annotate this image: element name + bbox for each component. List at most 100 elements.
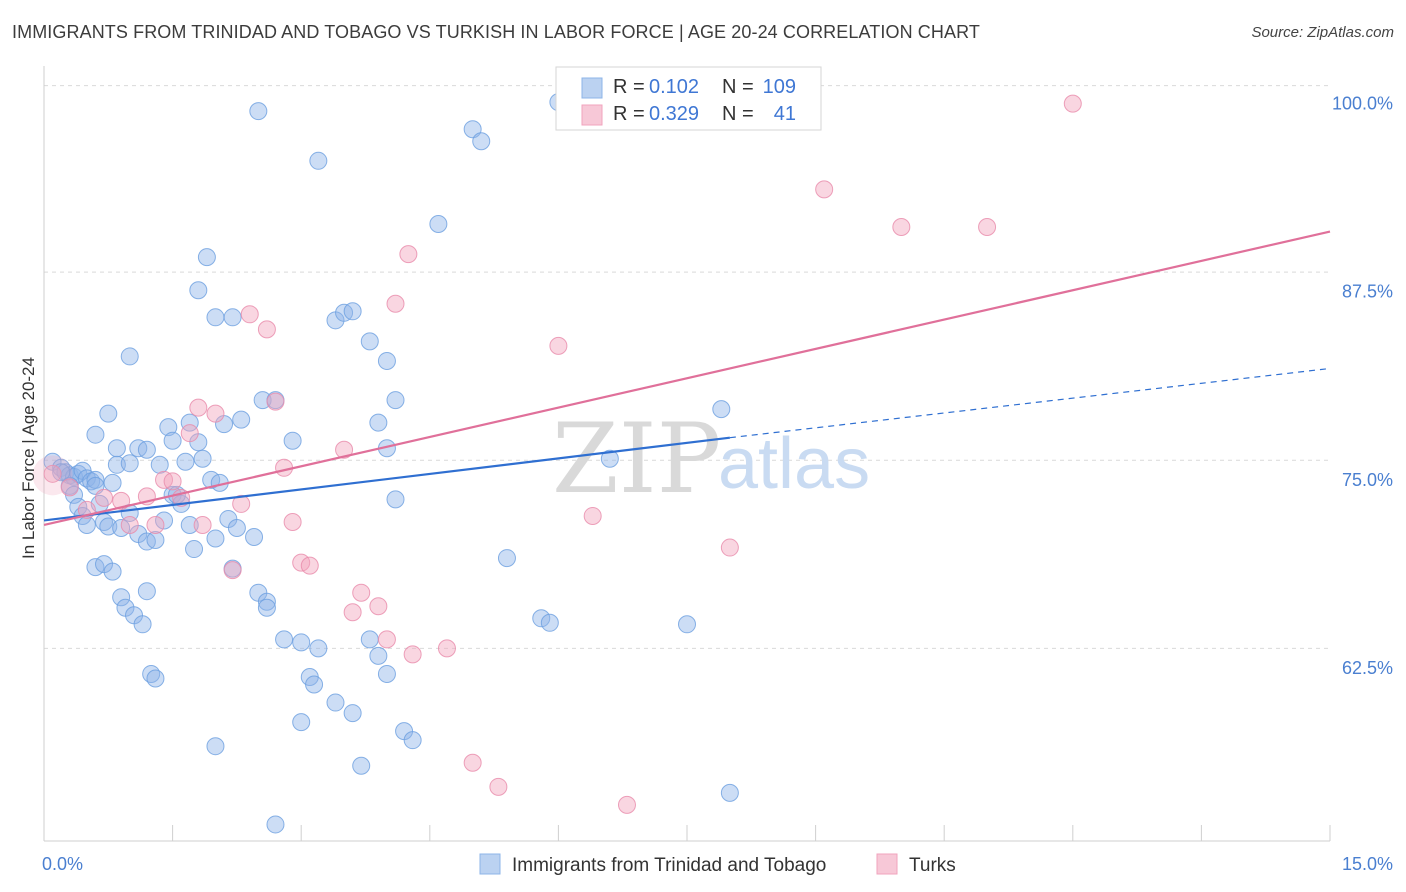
x-tick-label: 15.0% (1342, 854, 1393, 874)
stats-n-label: N = (722, 76, 754, 98)
point-trinidad (343, 704, 362, 723)
point-trinidad (497, 549, 516, 568)
point-trinidad (386, 490, 405, 509)
point-turks (43, 464, 62, 483)
point-trinidad (309, 151, 328, 170)
source-label: Source: ZipAtlas.com (1251, 24, 1394, 41)
point-trinidad (403, 731, 422, 750)
point-trinidad (253, 391, 272, 410)
point-turks (343, 603, 362, 622)
point-trinidad (206, 529, 225, 548)
point-turks (146, 515, 165, 534)
point-trinidad (472, 132, 491, 151)
point-trinidad (360, 630, 379, 649)
point-turks (617, 795, 636, 814)
y-tick-label: 62.5% (1342, 658, 1393, 678)
trend-lines (43, 230, 1331, 527)
stats-swatch (581, 104, 603, 126)
point-trinidad (77, 515, 96, 534)
point-turks (240, 305, 259, 324)
stats-box: R = 0.102 N = 109 R = 0.329 N = 41 (555, 66, 822, 131)
point-trinidad (249, 102, 268, 121)
point-trinidad (343, 302, 362, 321)
point-trinidad (377, 351, 396, 370)
point-trinidad (283, 431, 302, 450)
point-trinidad (137, 582, 156, 601)
point-trinidad (275, 630, 294, 649)
point-turks (266, 392, 285, 411)
point-trinidad (180, 515, 199, 534)
point-trinidad (257, 592, 276, 611)
point-trinidad (377, 664, 396, 683)
trend-line-trinidad (43, 436, 730, 522)
point-trinidad (600, 449, 619, 468)
stats-swatch (581, 77, 603, 99)
point-turks (437, 639, 456, 658)
point-turks (369, 597, 388, 616)
point-trinidad (120, 454, 139, 473)
point-turks (257, 320, 276, 339)
point-trinidad (532, 609, 551, 628)
point-trinidad (257, 598, 276, 617)
point-turks (283, 512, 302, 531)
point-trinidad (133, 615, 152, 634)
point-trinidad (86, 470, 105, 489)
point-trinidad (429, 215, 448, 234)
point-trinidad (155, 511, 174, 530)
point-trinidad (99, 404, 118, 423)
y-tick-label: 100.0% (1332, 94, 1393, 114)
point-trinidad (103, 562, 122, 581)
point-trinidad (185, 540, 204, 559)
point-trinidad (112, 588, 131, 607)
y-tick-label: 87.5% (1342, 282, 1393, 302)
point-trinidad (223, 308, 242, 327)
point-trinidad (159, 418, 178, 437)
legend-swatch (479, 853, 501, 875)
point-turks (399, 245, 418, 264)
point-turks (95, 488, 114, 507)
point-turks (223, 561, 242, 580)
point-trinidad (206, 737, 225, 756)
y-axis-title: In Labor Force | Age 20-24 (19, 357, 38, 559)
point-turks (583, 506, 602, 525)
point-trinidad (386, 391, 405, 410)
y-tick-label: 75.0% (1342, 470, 1393, 490)
legend-label: Immigrants from Trinidad and Tobago (512, 855, 826, 876)
point-trinidad (99, 517, 118, 536)
stats-n-value: 41 (774, 103, 796, 125)
point-trinidad (189, 281, 208, 300)
point-trinidad (206, 308, 225, 327)
point-turks (180, 424, 199, 443)
stats-n-label: N = (722, 103, 754, 125)
point-cluster (32, 455, 73, 496)
point-trinidad (227, 518, 246, 537)
point-trinidad (107, 439, 126, 458)
point-trinidad (86, 425, 105, 444)
point-turks (978, 218, 997, 237)
point-turks (489, 777, 508, 796)
point-trinidad (309, 639, 328, 658)
watermark-atlas: atlas (718, 424, 870, 504)
axes (43, 66, 1331, 842)
x-tick-labels: 0.0% 15.0% (42, 854, 1393, 874)
point-turks (1063, 94, 1082, 113)
point-turks (549, 336, 568, 355)
point-turks (300, 556, 319, 575)
point-trinidad (245, 528, 264, 547)
point-turks (815, 180, 834, 199)
point-turks (335, 440, 354, 459)
x-tick-label: 0.0% (42, 854, 83, 874)
point-turks (377, 630, 396, 649)
point-turks (403, 645, 422, 664)
point-trinidad (150, 455, 169, 474)
point-trinidad (266, 815, 285, 834)
point-trinidad (146, 669, 165, 688)
point-trinidad (163, 431, 182, 450)
point-trinidad (305, 675, 324, 694)
point-trinidad (176, 452, 195, 471)
trend-extension-trinidad (729, 367, 1331, 439)
point-trinidad (292, 713, 311, 732)
point-trinidad (360, 332, 379, 351)
